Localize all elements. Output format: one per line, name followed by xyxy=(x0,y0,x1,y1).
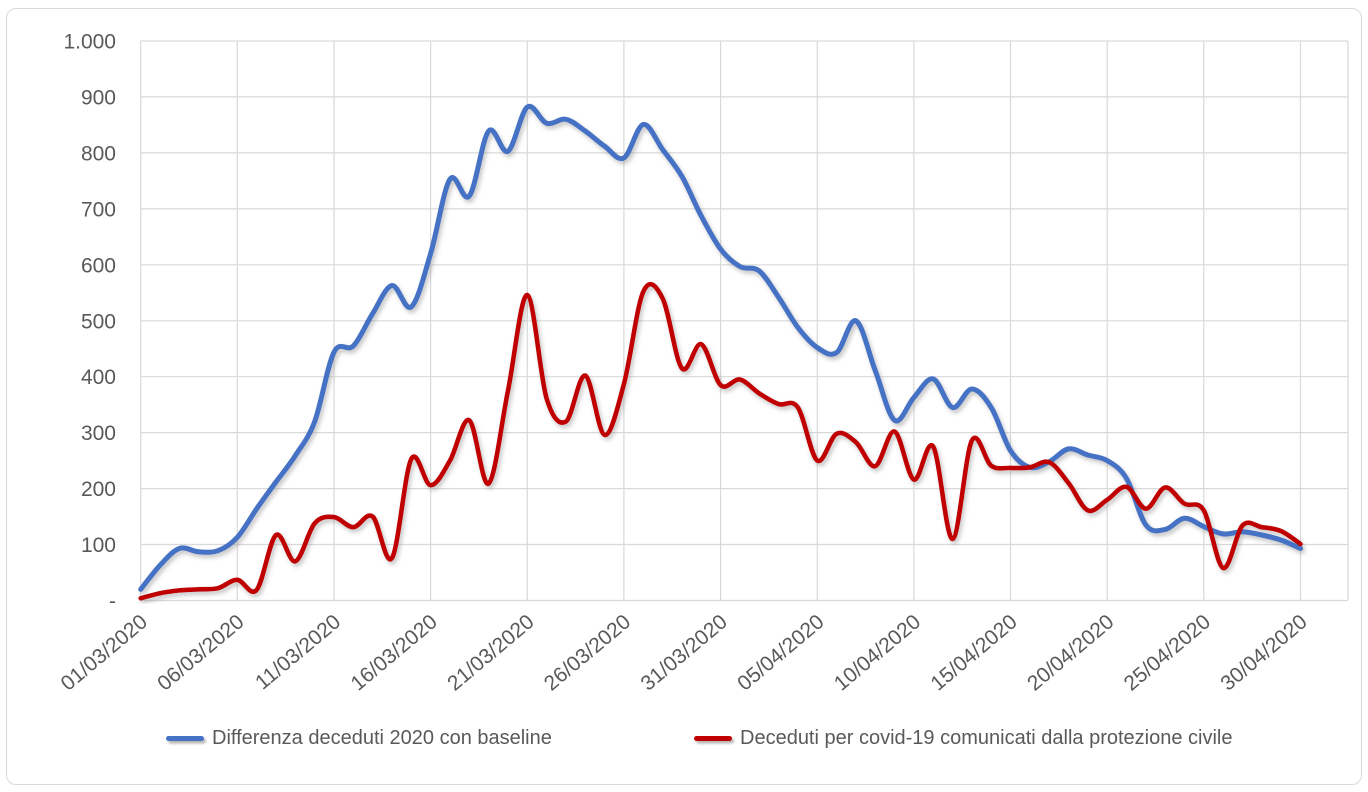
y-tick-label: 200 xyxy=(81,478,116,501)
series-line-differenza-baseline[interactable] xyxy=(138,103,1303,592)
x-tick-label: 10/04/2020 xyxy=(830,610,925,695)
x-tick-label: 31/03/2020 xyxy=(637,610,732,695)
series-lines xyxy=(138,103,1303,601)
series-line-deceduti-covid[interactable] xyxy=(138,281,1303,601)
y-tick-label: 700 xyxy=(81,198,116,221)
legend-item-differenza-baseline[interactable]: Differenza deceduti 2020 con baseline xyxy=(166,726,552,750)
x-tick-label: 30/04/2020 xyxy=(1216,610,1311,695)
x-tick-label: 11/03/2020 xyxy=(251,610,345,694)
y-tick-label: 1.000 xyxy=(63,31,116,54)
y-tick-label: 300 xyxy=(81,422,116,445)
legend-swatch-red-line xyxy=(694,735,732,741)
x-axis-labels: 01/03/2020 06/03/2020 11/03/2020 16/03/2020… xyxy=(57,610,1312,695)
y-tick-label: 800 xyxy=(81,142,116,165)
legend-item-deceduti-covid[interactable]: Deceduti per covid-19 comunicati dalla p… xyxy=(694,726,1232,750)
y-tick-label: 900 xyxy=(81,86,116,109)
x-tick-label: 16/03/2020 xyxy=(347,610,442,695)
legend-label-deceduti-covid: Deceduti per covid-19 comunicati dalla p… xyxy=(740,726,1233,749)
x-tick-label: 15/04/2020 xyxy=(926,610,1021,695)
y-tick-label: 100 xyxy=(81,534,116,557)
x-tick-label: 21/03/2020 xyxy=(443,610,538,695)
y-tick-label: 400 xyxy=(81,366,116,389)
y-axis-labels: 1.000 900 800 700 600 500 400 300 200 100 - xyxy=(63,31,116,614)
x-tick-label: 25/04/2020 xyxy=(1120,610,1215,695)
chart-frame xyxy=(6,8,1362,785)
gridlines xyxy=(140,40,1349,602)
x-tick-label: 06/03/2020 xyxy=(153,610,248,695)
x-tick-label: 20/04/2020 xyxy=(1023,610,1118,695)
x-tick-label: 05/04/2020 xyxy=(733,610,828,695)
x-tick-label: 01/03/2020 xyxy=(57,610,152,695)
legend-label-differenza-baseline: Differenza deceduti 2020 con baseline xyxy=(212,726,552,749)
x-tick-label: 26/03/2020 xyxy=(540,610,635,695)
legend-swatch-blue-line xyxy=(166,735,204,741)
y-tick-label: 500 xyxy=(81,310,116,333)
y-tick-label: 600 xyxy=(81,254,116,277)
y-tick-label: - xyxy=(109,590,116,613)
